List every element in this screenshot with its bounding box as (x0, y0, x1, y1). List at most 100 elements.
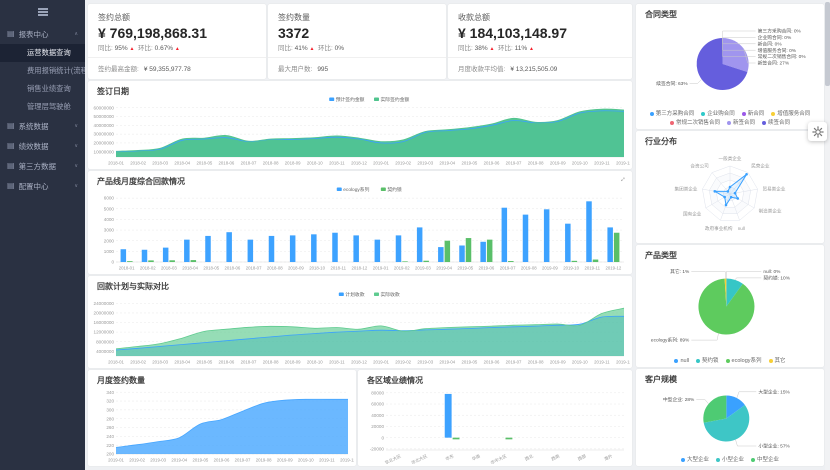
svg-text:一般类企业: 一般类企业 (719, 155, 742, 162)
customer-scale-pie-chart[interactable]: 大型企业: 15%小型企业: 57%中型企业: 28% (638, 383, 822, 454)
payment-plan-area-chart[interactable]: 4000000800000012000000160000002000000024… (90, 291, 630, 366)
svg-text:6000: 6000 (104, 196, 115, 201)
svg-text:东北大区: 东北大区 (384, 452, 403, 464)
legend-item[interactable]: 续签合同 (762, 119, 790, 127)
legend-item[interactable]: 新合同 (742, 110, 765, 118)
menu-folder-icon: ▤ (7, 162, 15, 170)
sidebar-subitem[interactable]: 销售业绩查询 (0, 80, 85, 98)
kpi-footer: 签约最高金额:¥ 59,355,977.78 (88, 58, 266, 78)
svg-text:4000: 4000 (104, 217, 115, 222)
svg-text:16000000: 16000000 (94, 320, 115, 325)
svg-text:2018-08: 2018-08 (263, 360, 279, 365)
svg-text:2019-07: 2019-07 (235, 458, 251, 463)
svg-text:30000000: 30000000 (94, 132, 115, 137)
sidebar-subitem[interactable]: 管理层驾驶舱 (0, 98, 85, 116)
legend-item[interactable]: 大型企业 (681, 456, 709, 464)
chevron-down-icon: ∨ (74, 183, 78, 189)
svg-text:20000000: 20000000 (94, 141, 115, 146)
svg-text:实际收款: 实际收款 (381, 291, 400, 298)
svg-text:2019-01: 2019-01 (373, 360, 389, 365)
svg-text:2019-01: 2019-01 (373, 266, 389, 271)
svg-text:2019-03: 2019-03 (150, 458, 166, 463)
svg-text:西部: 西部 (576, 452, 587, 462)
svg-text:50000000: 50000000 (94, 114, 115, 119)
product-type-pie-chart[interactable]: null: 0%契约锁: 10%其它: 1%ecology系列: 89% (638, 259, 822, 354)
card-region-performance: 各区域业绩情况 -20000020000400006000080000东北大区华… (358, 370, 632, 466)
svg-text:政府事业机构: 政府事业机构 (705, 225, 733, 232)
legend-item[interactable]: 契约锁 (696, 357, 719, 365)
monthly-signing-area-chart[interactable]: 2002202402602803003203402019-012019-0220… (90, 385, 354, 464)
legend-item[interactable]: ecology系列 (726, 357, 762, 365)
svg-text:2018-03: 2018-03 (161, 266, 177, 271)
svg-text:40000000: 40000000 (94, 123, 115, 128)
legend-item[interactable]: 增值服务合同 (771, 110, 810, 118)
svg-text:2018-11: 2018-11 (329, 161, 345, 166)
legend-item[interactable]: 企业购合同 (701, 110, 735, 118)
industry-radar-chart[interactable]: 一般类企业民营企业贸易类企业制造类企业null政府事业机构国有企业集团类企业合资… (638, 145, 822, 241)
kpi-value: ¥ 184,103,148.97 (458, 25, 622, 41)
svg-text:2019-02: 2019-02 (395, 360, 411, 365)
sidebar-collapse-button[interactable] (0, 0, 85, 24)
sidebar-subitem[interactable]: 费用报销统计(流程) (0, 62, 85, 80)
legend-item[interactable]: null (674, 357, 689, 365)
legend-item[interactable]: 常规二次销售合同 (670, 119, 720, 127)
svg-text:300: 300 (106, 407, 114, 412)
sidebar-item[interactable]: ▤绩效数据∨ (0, 136, 85, 156)
signing-date-area-chart[interactable]: 1000000020000000300000004000000050000000… (90, 96, 630, 167)
svg-text:320: 320 (106, 399, 114, 404)
legend-dot-icon (674, 359, 678, 363)
svg-text:新合同: 0%: 新合同: 0% (758, 40, 783, 47)
legend-item[interactable]: 新签合同 (727, 119, 755, 127)
svg-text:0: 0 (381, 435, 384, 440)
legend-dot-icon (751, 458, 755, 462)
legend-item[interactable]: 其它 (769, 357, 786, 365)
svg-text:续签合同: 63%: 续签合同: 63% (656, 80, 688, 87)
scrollbar-thumb[interactable] (825, 2, 830, 86)
card-product-line-monthly: 产品线月度综合回款情况 ↔ 01000200030004000500060002… (88, 171, 632, 274)
svg-text:2018-04: 2018-04 (174, 360, 190, 365)
up-arrow-icon: ▲ (529, 46, 534, 52)
sidebar-item[interactable]: ▤报表中心∧ (0, 24, 85, 44)
product-type-legend: null 契约锁 ecology系列其它 (638, 357, 822, 365)
chevron-down-icon: ∨ (74, 123, 78, 129)
sidebar-item[interactable]: ▤系统数据∨ (0, 116, 85, 136)
svg-text:2019-03: 2019-03 (417, 161, 433, 166)
scrollbar-track[interactable] (825, 0, 830, 470)
sidebar-subitem[interactable]: 运营数据查询 (0, 44, 85, 62)
card-title: 各区域业绩情况 (358, 370, 632, 386)
legend-item[interactable]: 中型企业 (751, 456, 779, 464)
svg-text:华中大区: 华中大区 (489, 452, 508, 464)
svg-text:其它: 1%: 其它: 1% (670, 268, 690, 275)
card-title: 回款计划与实际对比 (88, 276, 632, 292)
legend-dot-icon (771, 112, 775, 116)
svg-text:2000: 2000 (104, 238, 115, 243)
up-arrow-icon: ▲ (175, 46, 180, 52)
svg-text:340: 340 (106, 390, 114, 395)
svg-text:1000: 1000 (104, 249, 115, 254)
svg-text:2019-02: 2019-02 (395, 161, 411, 166)
svg-text:2019-05: 2019-05 (457, 266, 473, 271)
card-title: 月度签约数量 (88, 370, 356, 386)
card-industry-distribution: 行业分布 一般类企业民营企业贸易类企业制造类企业null政府事业机构国有企业集团… (636, 131, 824, 243)
legend-item[interactable]: 小型企业 (716, 456, 744, 464)
product-line-bar-chart[interactable]: 01000200030004000500060002018-012018-022… (90, 186, 630, 272)
sidebar-item[interactable]: ▤配置中心∨ (0, 176, 85, 196)
svg-text:2019-10: 2019-10 (563, 266, 579, 271)
svg-text:2018-06: 2018-06 (219, 360, 235, 365)
legend-dot-icon (701, 112, 705, 116)
customer-scale-legend: 大型企业小型企业中型企业 (638, 456, 822, 464)
svg-text:2018-05: 2018-05 (196, 360, 212, 365)
svg-text:2018-11: 2018-11 (331, 266, 347, 271)
contract-type-pie-chart[interactable]: 第三方采购合同: 0%企业购合同: 0%新合同: 0%增值服务合同: 0%常规二… (638, 18, 822, 110)
svg-text:2019-12: 2019-12 (616, 161, 630, 166)
settings-gear-button[interactable] (808, 122, 827, 141)
svg-text:280: 280 (106, 416, 114, 421)
legend-item[interactable]: 第三方采购合同 (650, 110, 695, 118)
svg-text:2019-02: 2019-02 (129, 458, 145, 463)
card-contract-type: 合同类型 第三方采购合同: 0%企业购合同: 0%新合同: 0%增值服务合同: … (636, 4, 824, 129)
svg-text:2018-08: 2018-08 (267, 266, 283, 271)
svg-text:2018-02: 2018-02 (130, 161, 146, 166)
svg-text:2018-08: 2018-08 (263, 161, 279, 166)
sidebar-item[interactable]: ▤第三方数据∨ (0, 156, 85, 176)
region-performance-bar-chart[interactable]: -20000020000400006000080000东北大区华北大区华东华南华… (360, 385, 630, 464)
